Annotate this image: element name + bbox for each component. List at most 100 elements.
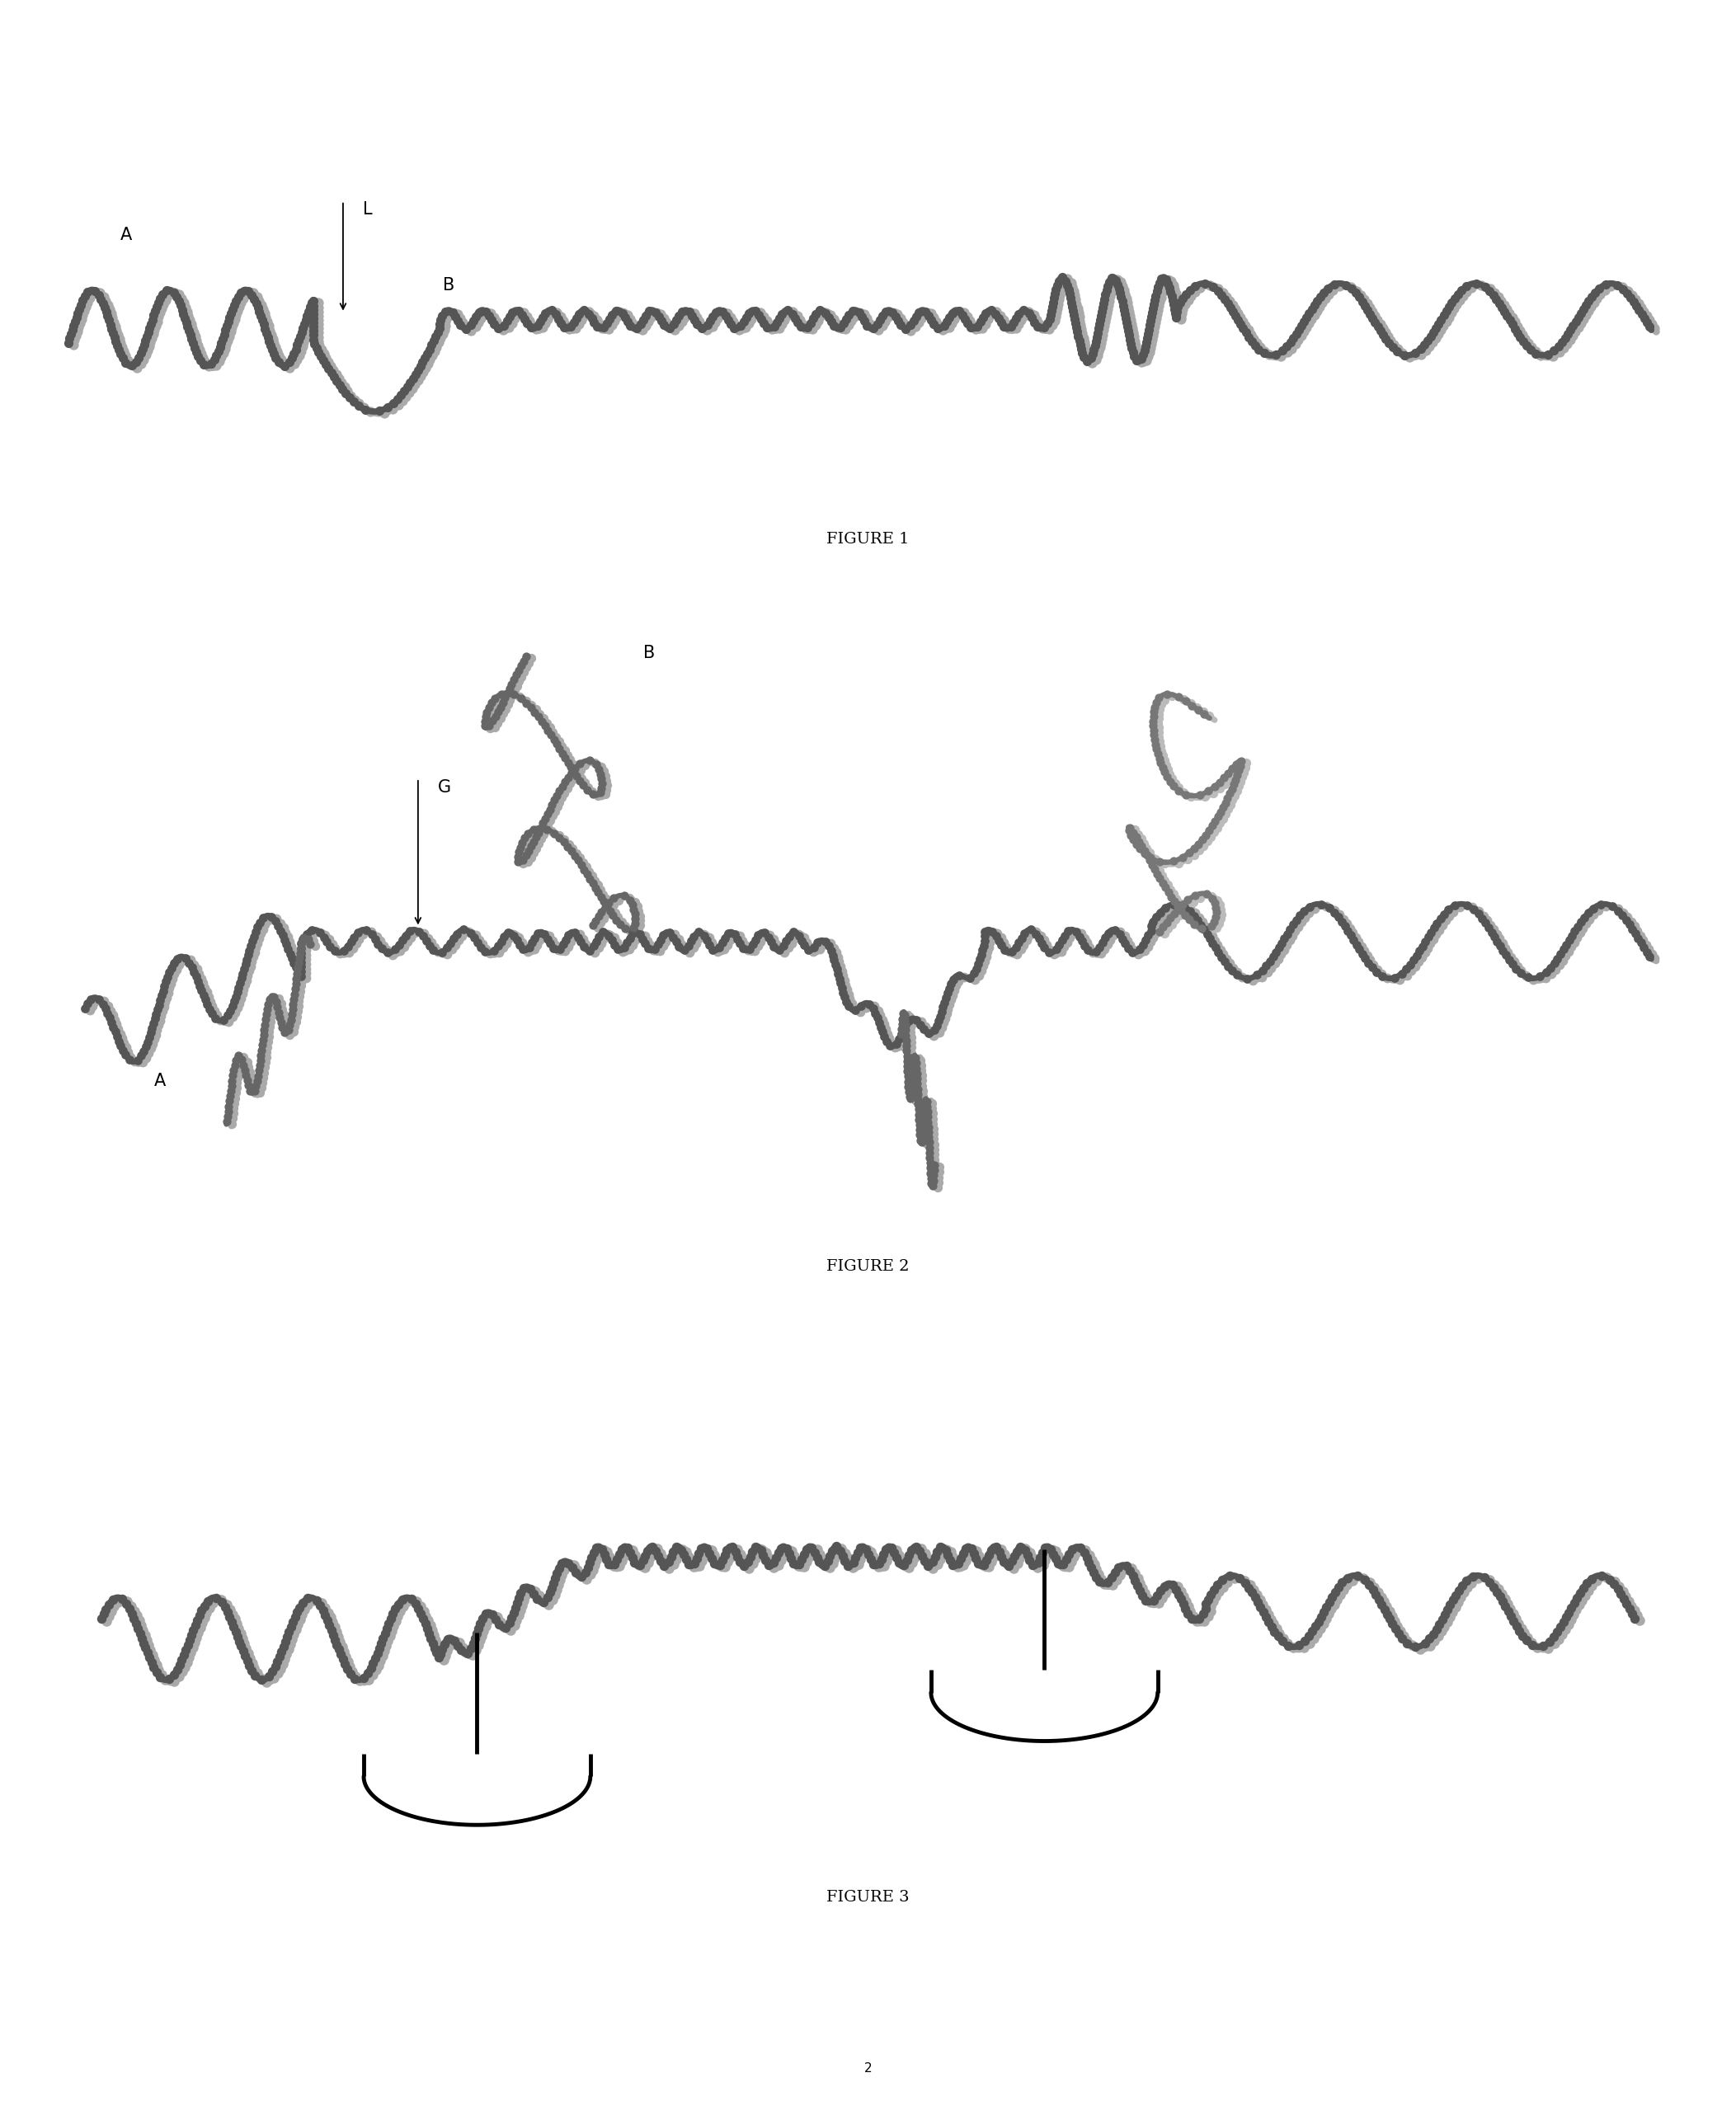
Point [264, 1656, 292, 1690]
Point [1161, 273, 1189, 307]
Point [634, 305, 661, 338]
Point [99, 300, 127, 334]
Point [1316, 890, 1344, 924]
Point [821, 948, 849, 981]
Point [332, 376, 359, 410]
Point [1005, 1542, 1033, 1576]
Point [837, 305, 865, 338]
Point [266, 1639, 293, 1673]
Point [1345, 281, 1373, 315]
Point [1509, 317, 1536, 351]
Point [1224, 302, 1252, 336]
Point [910, 1110, 937, 1144]
Point [1488, 1578, 1516, 1612]
Point [271, 916, 299, 950]
Point [1092, 273, 1120, 307]
Point [87, 283, 115, 317]
Point [722, 309, 750, 343]
Point [222, 1070, 250, 1104]
Point [507, 681, 535, 715]
Point [1153, 905, 1180, 939]
Point [92, 1593, 120, 1626]
Point [904, 1083, 932, 1117]
Point [87, 275, 115, 309]
Point [618, 928, 646, 962]
Point [248, 1028, 276, 1062]
Point [917, 1146, 944, 1180]
Text: FIGURE 1: FIGURE 1 [826, 531, 910, 548]
Point [1361, 298, 1389, 332]
Point [1517, 332, 1545, 366]
Point [146, 296, 174, 330]
Point [1562, 305, 1590, 338]
Point [573, 850, 601, 884]
Point [873, 1544, 901, 1578]
Point [1087, 298, 1115, 332]
Point [1370, 1593, 1397, 1626]
Point [1163, 286, 1191, 319]
Point [911, 1119, 939, 1153]
Point [479, 307, 507, 341]
Point [300, 313, 328, 347]
Point [259, 994, 286, 1028]
Point [214, 309, 241, 343]
Point [1505, 313, 1533, 347]
Point [179, 326, 207, 360]
Point [1441, 1590, 1469, 1624]
Point [422, 1635, 450, 1669]
Point [566, 753, 594, 787]
Point [930, 309, 958, 343]
Point [300, 317, 328, 351]
Point [264, 990, 292, 1024]
Point [429, 298, 457, 332]
Point [873, 300, 901, 334]
Point [1139, 704, 1167, 738]
Point [1132, 1584, 1160, 1618]
Point [500, 673, 528, 706]
Point [252, 1045, 279, 1079]
Point [144, 300, 172, 334]
Point [538, 294, 566, 328]
Point [542, 928, 569, 962]
Point [203, 998, 231, 1032]
Point [741, 294, 769, 328]
Point [255, 1019, 283, 1053]
Point [892, 1009, 920, 1043]
Point [1175, 273, 1203, 307]
Point [1397, 1629, 1425, 1662]
Point [1342, 928, 1370, 962]
Point [94, 298, 122, 332]
Point [769, 296, 797, 330]
Point [333, 1645, 361, 1679]
Point [663, 302, 691, 336]
Point [713, 296, 741, 330]
Point [564, 298, 592, 332]
Point [1552, 1612, 1580, 1645]
Point [913, 1089, 941, 1123]
Point [177, 943, 205, 977]
Point [936, 311, 963, 345]
Point [840, 1546, 868, 1580]
Point [281, 1005, 309, 1038]
Point [175, 313, 203, 347]
Point [1543, 941, 1571, 975]
Point [1366, 307, 1394, 341]
Point [363, 920, 391, 954]
Point [1141, 713, 1168, 747]
Point [542, 795, 569, 829]
Point [1174, 884, 1201, 918]
Point [1186, 909, 1213, 943]
Point [983, 920, 1010, 954]
Point [882, 300, 910, 334]
Point [1338, 273, 1366, 307]
Point [507, 831, 535, 865]
Point [1257, 1603, 1285, 1637]
Point [1599, 890, 1627, 924]
Point [668, 1533, 696, 1567]
Point [247, 905, 274, 939]
Point [523, 821, 550, 854]
Point [898, 1533, 925, 1567]
Point [908, 1125, 936, 1159]
Point [1641, 311, 1668, 345]
Point [896, 1005, 924, 1038]
